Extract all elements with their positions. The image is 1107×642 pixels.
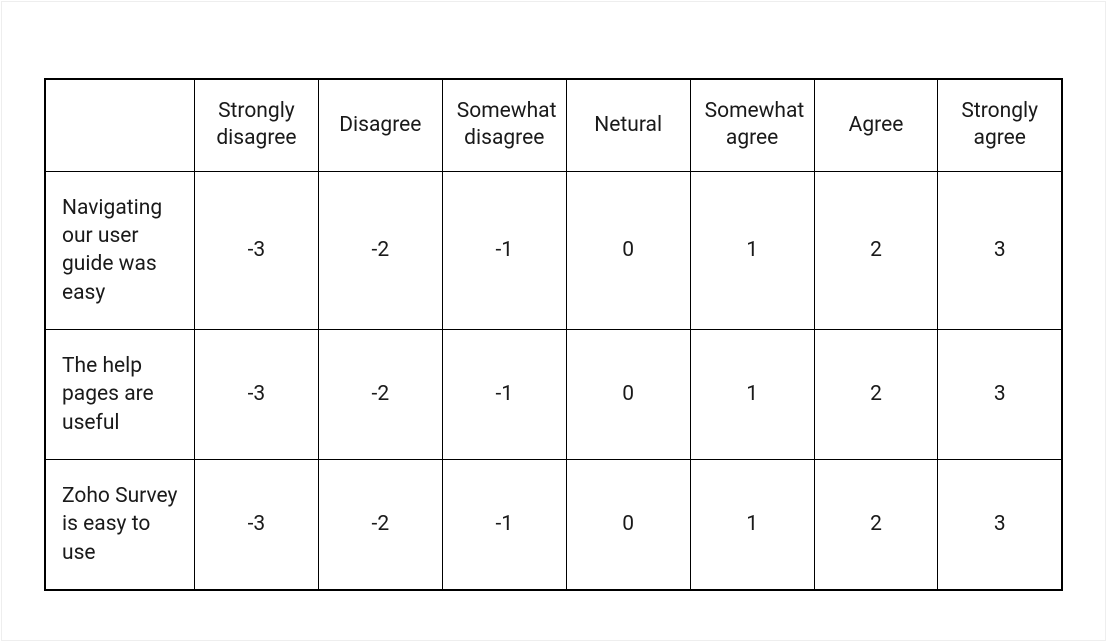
table-cell: 2 (814, 460, 938, 591)
row-label: Zoho Survey is easy to use (45, 460, 194, 591)
outer-frame: Strongly disagree Disagree Somewhat disa… (1, 1, 1106, 641)
col-header: Strongly disagree (194, 79, 318, 171)
table-cell: 2 (814, 171, 938, 329)
row-label: Navigating our user guide was easy (45, 171, 194, 329)
table-row: Zoho Survey is easy to use -3 -2 -1 0 1 … (45, 460, 1062, 591)
table-cell: -3 (194, 329, 318, 459)
table-cell: 0 (566, 460, 690, 591)
col-header: Agree (814, 79, 938, 171)
table-cell: -3 (194, 171, 318, 329)
table-cell: 0 (566, 171, 690, 329)
likert-table: Strongly disagree Disagree Somewhat disa… (44, 78, 1063, 591)
table-cell: 3 (938, 460, 1062, 591)
col-header: Somewhat disagree (442, 79, 566, 171)
table-cell: 1 (690, 460, 814, 591)
table-cell: -1 (442, 460, 566, 591)
col-header: Somewhat agree (690, 79, 814, 171)
table-cell: 3 (938, 329, 1062, 459)
table-cell: 3 (938, 171, 1062, 329)
table-cell: -1 (442, 329, 566, 459)
col-header: Strongly agree (938, 79, 1062, 171)
row-label: The help pages are useful (45, 329, 194, 459)
table-cell: -2 (318, 460, 442, 591)
table-cell: 1 (690, 329, 814, 459)
table-header-row: Strongly disagree Disagree Somewhat disa… (45, 79, 1062, 171)
table-row: The help pages are useful -3 -2 -1 0 1 2… (45, 329, 1062, 459)
table-cell: 0 (566, 329, 690, 459)
table-cell: -2 (318, 329, 442, 459)
table-cell: 1 (690, 171, 814, 329)
table-cell: -1 (442, 171, 566, 329)
table-row: Navigating our user guide was easy -3 -2… (45, 171, 1062, 329)
table-cell: -2 (318, 171, 442, 329)
col-header: Disagree (318, 79, 442, 171)
table-cell: -3 (194, 460, 318, 591)
col-header: Netural (566, 79, 690, 171)
table-cell: 2 (814, 329, 938, 459)
table-header-empty (45, 79, 194, 171)
